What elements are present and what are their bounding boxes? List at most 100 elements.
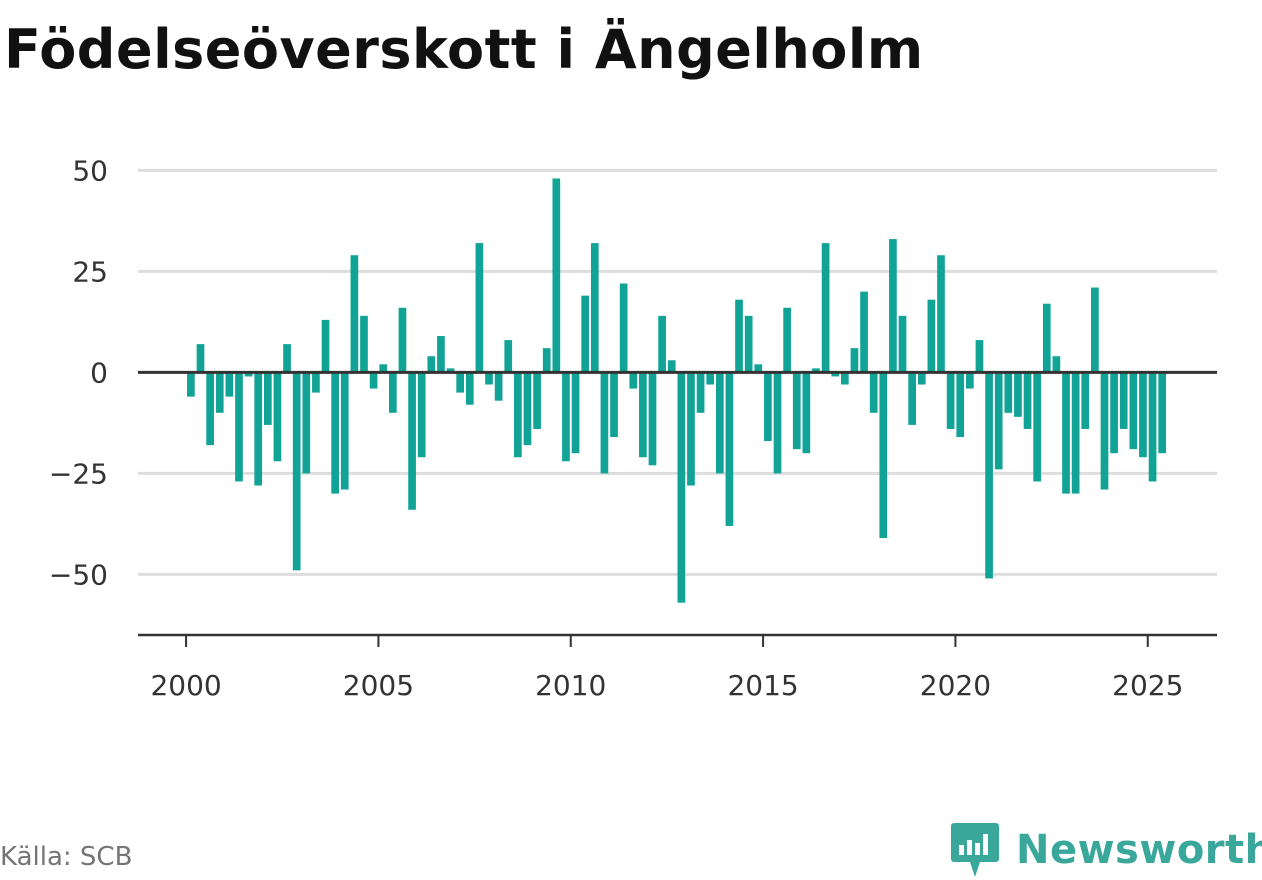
bar [263,372,272,425]
bar [369,372,378,389]
bar [302,372,311,474]
bar [840,372,849,385]
bar [889,239,897,373]
bar [985,372,993,579]
bar [667,360,676,373]
bar [312,372,320,393]
bar [908,372,916,425]
y-tick-label: 25 [72,255,108,288]
bar [850,348,859,373]
x-tick-label: 2005 [343,669,414,702]
bars [187,178,1167,603]
bar [715,372,724,474]
bar [994,372,1003,470]
bar [744,315,753,373]
bar-chart-pin-icon [951,823,999,877]
bar [1100,372,1109,490]
bar [1004,372,1013,413]
bar [1110,372,1118,454]
bar [1081,372,1090,429]
bar [225,372,234,397]
bar [879,372,888,539]
bar [542,348,551,373]
bar [696,372,705,413]
bar [215,372,224,413]
bar [937,255,945,373]
bar [754,364,763,373]
bar [571,372,580,454]
x-tick-label: 2025 [1112,669,1183,702]
bar [581,295,590,373]
bar [821,243,830,373]
bar [831,372,840,377]
bar [1158,372,1167,454]
bar [465,372,474,405]
brand-name: Newsworthy [1016,827,1262,873]
bar [244,372,253,377]
bar [792,372,801,450]
bar [648,372,657,466]
bar [590,243,599,373]
bar [1071,372,1080,494]
bar [360,315,368,373]
bar [562,372,570,462]
bar [956,372,965,438]
source-label: Källa: SCB [0,842,133,872]
x-tick-label: 2015 [727,669,798,702]
bar [1148,372,1157,482]
bar [331,372,339,494]
bar [389,372,397,413]
bar [629,372,638,389]
x-tick-label: 2010 [535,669,606,702]
x-tick-label: 2000 [150,669,221,702]
bar [975,340,984,373]
bar [350,255,359,373]
bar [1091,287,1099,373]
y-axis-labels: 50 25 0 −25 −50 [49,154,108,591]
axes [138,370,1217,647]
bar [408,372,416,510]
bar [187,372,195,397]
bar [292,372,301,571]
bar [639,372,647,458]
bar [1023,372,1032,429]
bar [860,291,868,373]
x-axis-labels: 2000 2005 2010 2015 2020 2025 [150,669,1183,702]
bar [456,372,464,393]
bar [437,336,445,373]
brand-logo[interactable]: Newsworthy [950,820,1262,880]
bar [658,315,666,373]
bar [1139,372,1147,458]
bar [687,372,695,486]
bar [735,299,743,373]
bar [869,372,878,413]
bar [340,372,349,490]
bar [283,344,291,373]
bar [812,368,820,373]
bar [206,372,214,446]
y-tick-label: 0 [90,356,108,389]
bar [1062,372,1070,494]
bar [773,372,782,474]
bar [475,243,484,373]
bar [235,372,243,482]
bar [783,307,791,373]
bar [533,372,541,429]
bar [725,372,734,526]
bar [610,372,618,438]
x-tick-label: 2020 [920,669,991,702]
bar [1129,372,1138,450]
bar [379,364,388,373]
bar [552,178,561,373]
bar [1052,356,1061,373]
bar [764,372,772,442]
bar [523,372,532,446]
chart-title: Födelseöverskott i Ängelholm [4,18,924,81]
bar [504,340,513,373]
bar [494,372,503,401]
bar [254,372,263,486]
bar [273,372,282,462]
bar [677,372,686,603]
bar [898,315,907,373]
